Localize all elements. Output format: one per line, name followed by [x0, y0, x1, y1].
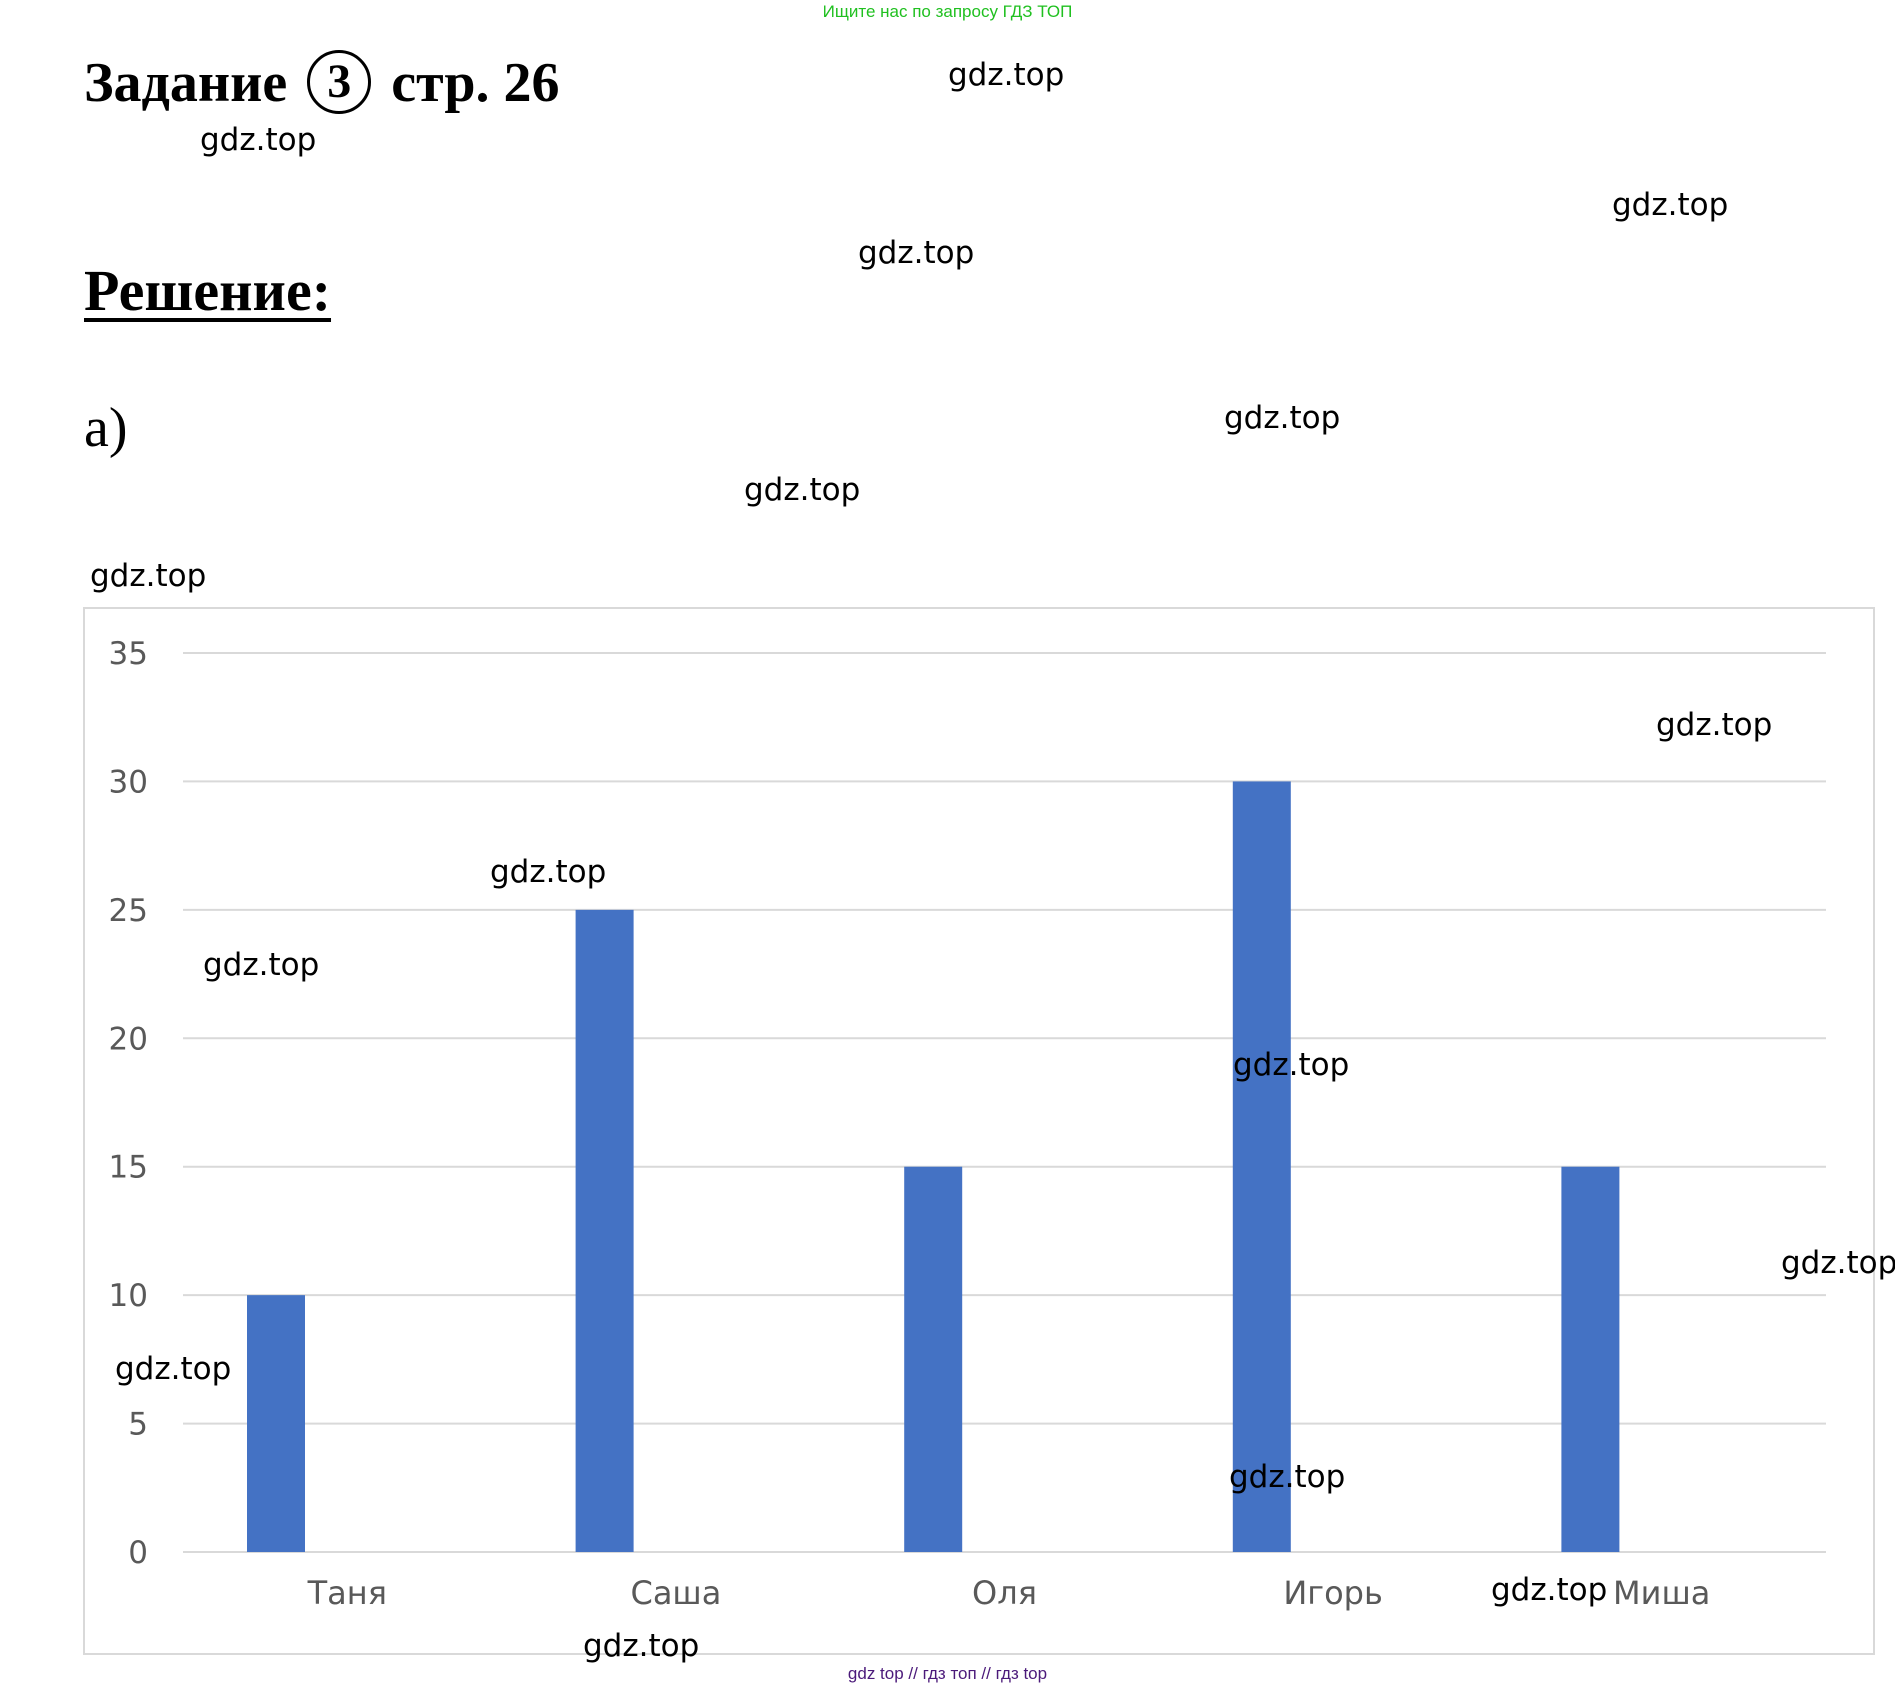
bottom-banner: gdz top // гдз топ // гдз top	[847, 1664, 1048, 1683]
watermark: gdz.top	[1781, 1245, 1895, 1281]
watermark: gdz.top	[1491, 1572, 1608, 1608]
task-title: Задание 3 стр. 26	[84, 50, 560, 120]
y-tick-label: 15	[109, 1150, 148, 1186]
y-tick-label: 20	[109, 1021, 148, 1057]
watermark: gdz.top	[200, 122, 317, 158]
y-tick-label: 30	[109, 764, 148, 800]
bar	[247, 1295, 305, 1552]
watermark: gdz.top	[948, 57, 1065, 93]
task-prefix: Задание	[84, 52, 288, 114]
x-tick-label: Игорь	[1283, 1574, 1383, 1612]
watermark: gdz.top	[858, 235, 975, 271]
bar	[575, 909, 634, 1552]
x-tick-label: Таня	[307, 1574, 387, 1612]
watermark: gdz.top	[1233, 1047, 1350, 1083]
y-tick-label: 25	[109, 893, 148, 929]
y-tick-label: 5	[128, 1407, 148, 1443]
watermark: gdz.top	[1612, 187, 1729, 223]
bar	[1561, 1166, 1620, 1552]
watermark: gdz.top	[1656, 707, 1773, 743]
solution-label: Решение:	[84, 258, 332, 323]
top-banner: Ищите нас по запросу ГДЗ ТОП	[822, 2, 1073, 21]
y-tick-label: 10	[109, 1278, 148, 1314]
y-tick-label: 0	[128, 1535, 148, 1571]
watermark: gdz.top	[115, 1351, 232, 1387]
watermark: gdz.top	[1224, 400, 1341, 436]
task-page: стр. 26	[391, 52, 560, 114]
watermark: gdz.top	[583, 1628, 700, 1664]
x-tick-label: Саша	[630, 1574, 721, 1612]
bar-chart: 0 5 10 15 20 25 30 35 Таня Саша Оля Игорь Миша	[109, 636, 1826, 1612]
part-label: а)	[84, 397, 128, 459]
watermark: gdz.top	[1229, 1459, 1346, 1495]
task-number-circled: 3	[307, 50, 372, 115]
watermark: gdz.top	[90, 558, 207, 594]
bar	[1232, 781, 1291, 1552]
watermark: gdz.top	[744, 472, 861, 508]
watermark: gdz.top	[490, 854, 607, 890]
x-tick-label: Оля	[972, 1574, 1037, 1612]
bar	[904, 1166, 963, 1552]
y-tick-label: 35	[109, 636, 148, 672]
watermark: gdz.top	[203, 947, 320, 983]
x-tick-label: Миша	[1613, 1574, 1710, 1612]
